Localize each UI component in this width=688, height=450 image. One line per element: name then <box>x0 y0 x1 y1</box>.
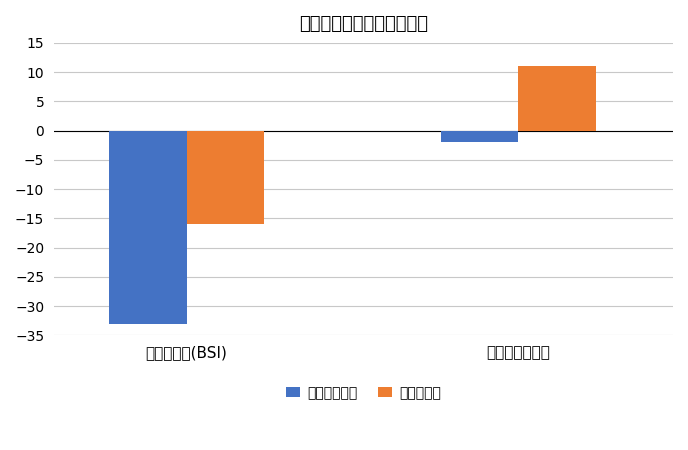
Bar <box>518 66 596 130</box>
Bar <box>186 130 264 224</box>
Bar <box>441 130 518 142</box>
Legend: 世界経済危機, コロナ危機: 世界経済危機, コロナ危機 <box>281 380 447 405</box>
Bar <box>109 130 186 324</box>
Title: 景況見通しとその不確実性: 景況見通しとその不確実性 <box>299 15 428 33</box>
